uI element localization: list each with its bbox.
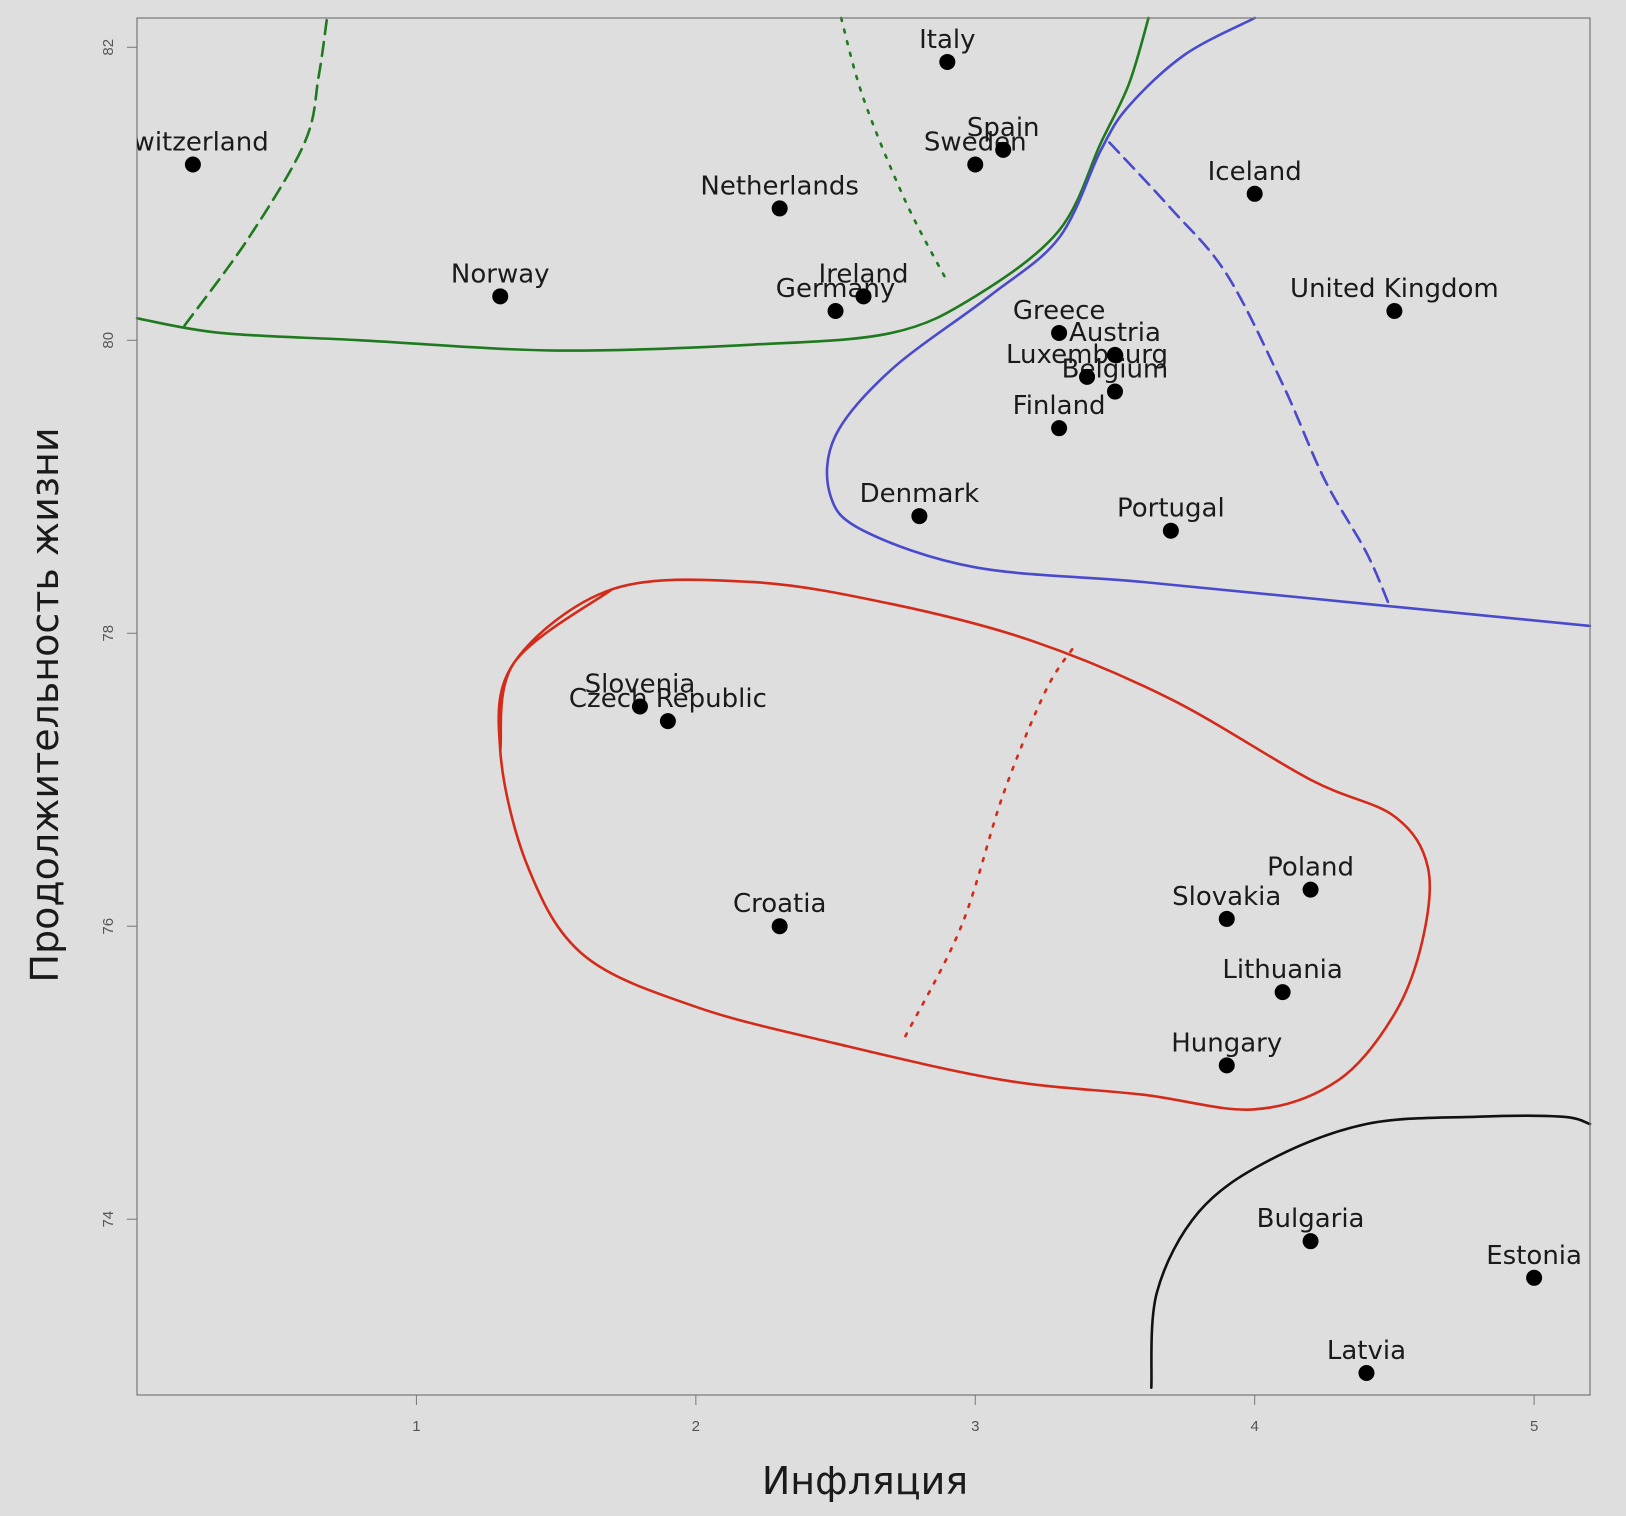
x-axis-title: Инфляция (762, 1459, 968, 1503)
data-point (1274, 984, 1291, 1001)
data-point (1051, 420, 1068, 437)
point-label: United Kingdom (1290, 274, 1499, 304)
data-point (1218, 1057, 1235, 1074)
cluster-boundary-solid (497, 578, 1432, 1111)
point-label: Estonia (1486, 1241, 1582, 1271)
data-point (1079, 368, 1096, 385)
point-label: Slovenia (585, 670, 696, 700)
x-tick-label: 2 (692, 1418, 700, 1435)
point-label: Czech Republic (569, 684, 767, 714)
point-label: Luxembourg (1006, 340, 1168, 370)
y-tick-label: 78 (100, 625, 117, 642)
point-label: Finland (1013, 391, 1106, 421)
data-point (995, 141, 1012, 158)
cluster-boundary-solid (1150, 1114, 1592, 1389)
point-label: Hungary (1171, 1028, 1282, 1058)
y-axis-title: Продолжительность жизни (23, 427, 67, 982)
point-label: Italy (919, 25, 975, 55)
axes: 1 2 3 4 5 74 76 78 80 82 (100, 17, 1591, 1435)
point-label: Switzerland (117, 127, 269, 157)
y-tick-label: 82 (100, 39, 117, 56)
data-point (1302, 881, 1319, 898)
point-label: Portugal (1117, 494, 1225, 524)
data-point (1106, 346, 1123, 363)
data-point (911, 508, 928, 525)
point-label: Iceland (1208, 157, 1302, 187)
data-point (827, 302, 844, 319)
x-tick-label: 4 (1251, 1418, 1259, 1435)
point-label: Greece (1013, 296, 1106, 326)
data-point (1218, 910, 1235, 927)
x-tick-label: 5 (1530, 1418, 1538, 1435)
data-point (771, 200, 788, 217)
point-label: Spain (967, 113, 1040, 143)
point-label: Lithuania (1222, 955, 1342, 985)
y-tick-label: 74 (100, 1211, 117, 1228)
data-point (1106, 383, 1123, 400)
plot-frame (136, 17, 1591, 1396)
data-point (1358, 1365, 1375, 1382)
point-label: Sweden (924, 127, 1027, 157)
point-label: Slovakia (1172, 882, 1281, 912)
data-point (939, 53, 956, 70)
point-label: Poland (1267, 853, 1354, 883)
data-point (1386, 302, 1403, 319)
point-label: Ireland (819, 259, 909, 289)
data-point (659, 713, 676, 730)
cluster-divider-dotted (904, 646, 1075, 1038)
point-label: Austria (1069, 318, 1161, 348)
data-point (1051, 324, 1068, 341)
point-label: Denmark (860, 479, 980, 509)
data-point (492, 288, 509, 305)
cluster-divider-dashed (1108, 141, 1391, 606)
point-label: Croatia (733, 889, 826, 919)
cluster-divider-dotted (839, 16, 949, 283)
cluster-boundary-solid (825, 16, 1592, 628)
data-point (855, 288, 872, 305)
y-tick-label: 80 (100, 332, 117, 349)
cluster-boundary-solid (135, 16, 1150, 352)
data-point (967, 156, 984, 173)
data-point (1526, 1269, 1543, 1286)
cluster-annotations (135, 16, 1592, 1389)
y-tick-label: 76 (100, 918, 117, 935)
data-point (1246, 185, 1263, 202)
x-tick-label: 1 (412, 1418, 420, 1435)
data-point (184, 156, 201, 173)
point-label: Germany (776, 274, 896, 304)
data-point (631, 698, 648, 715)
point-label: Norway (451, 259, 550, 289)
cluster-divider-dashed (183, 16, 329, 327)
point-label: Netherlands (700, 171, 859, 201)
data-point (771, 918, 788, 935)
data-point (1302, 1233, 1319, 1250)
point-label: Latvia (1327, 1336, 1406, 1366)
x-tick-label: 3 (971, 1418, 979, 1435)
point-label: Bulgaria (1257, 1204, 1365, 1234)
data-point (1162, 522, 1179, 539)
